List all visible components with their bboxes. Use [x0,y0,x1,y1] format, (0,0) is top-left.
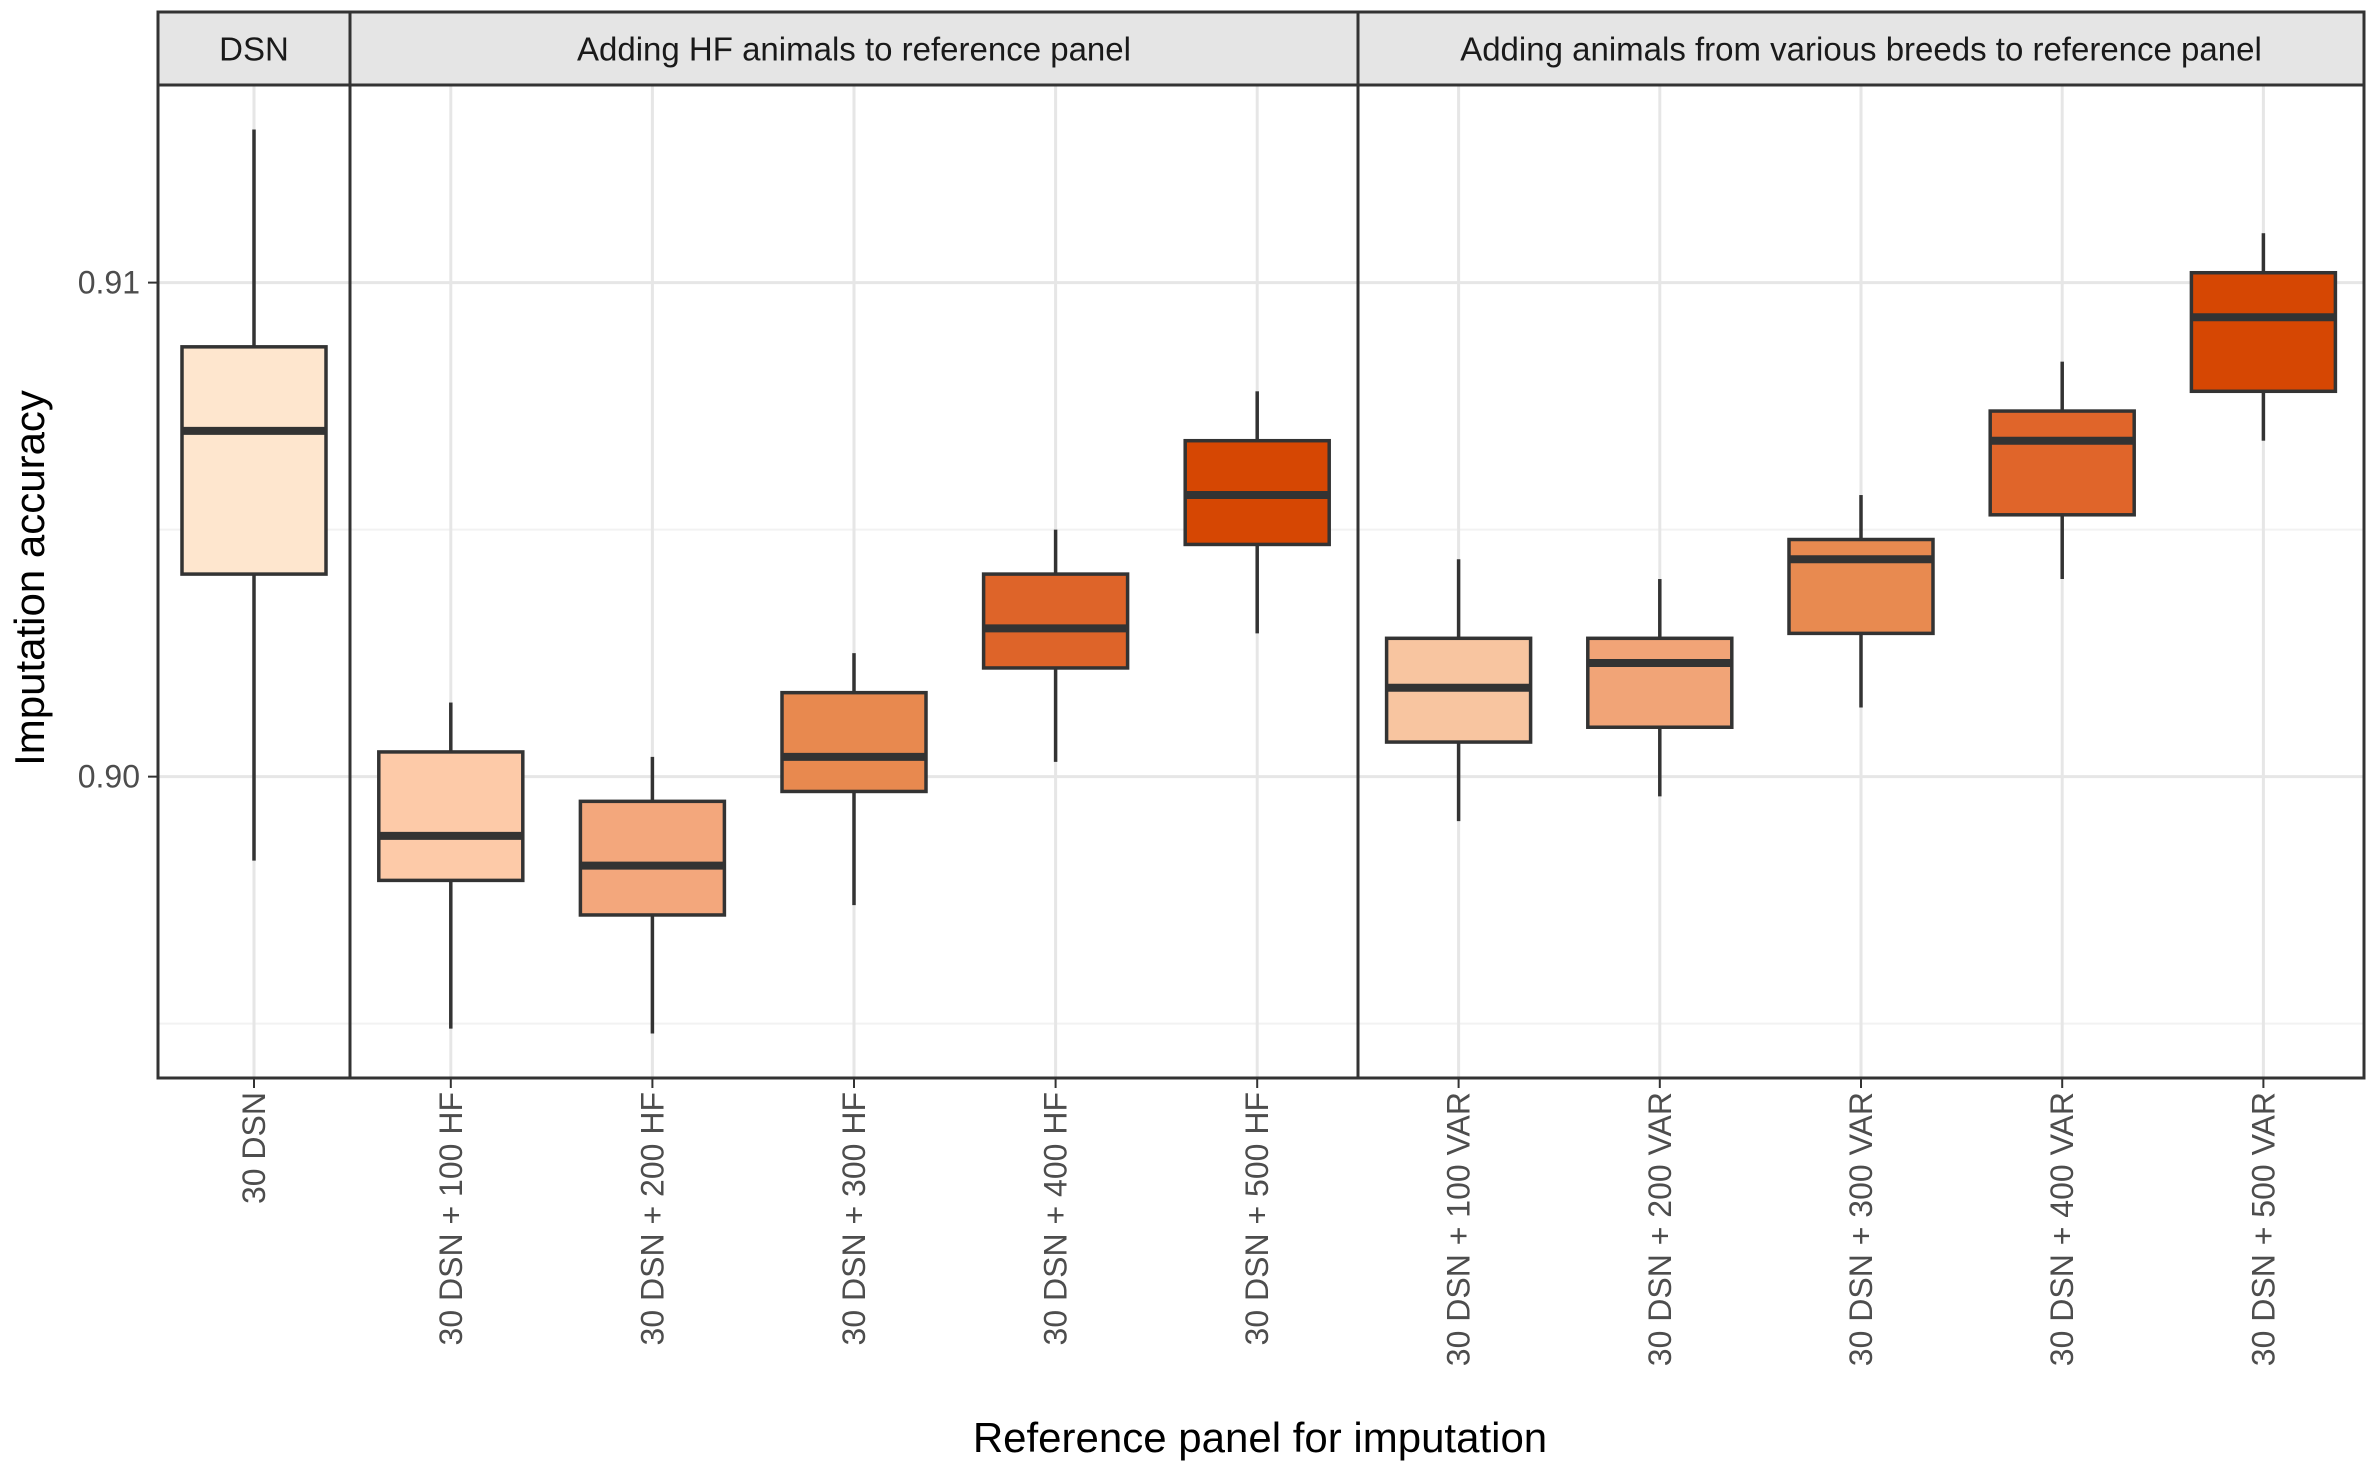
box-iqr [377,750,525,883]
box-iqr [1787,537,1935,636]
box-iqr [981,572,1130,670]
facet-title: Adding HF animals to reference panel [577,31,1131,68]
x-tick-label: 30 DSN + 500 VAR [2245,1092,2281,1366]
x-tick-label: 30 DSN + 100 HF [433,1092,469,1345]
facet-strips: DSN Adding HF animals to reference panel A… [156,10,2366,87]
box-iqr [1988,409,2136,517]
x-tick-label: 30 DSN + 300 VAR [1843,1092,1879,1366]
axes: Imputation accuracy Reference panel for … [6,265,2281,1461]
box-iqr [780,690,928,794]
facet-title: DSN [219,31,289,68]
x-tick-label: 30 DSN + 400 HF [1038,1092,1074,1345]
box-iqr [180,345,328,576]
x-tick-label: 30 DSN + 100 VAR [1441,1092,1477,1366]
x-tick-label: 30 DSN + 200 HF [634,1092,670,1345]
gridlines [158,85,2364,1078]
x-tick-label: 30 DSN + 400 VAR [2044,1092,2080,1366]
x-tick-label: 30 DSN + 500 HF [1239,1092,1275,1345]
x-tick-label: 30 DSN + 300 HF [836,1092,872,1345]
panel-frames [156,83,2366,1080]
x-tick-label: 30 DSN + 200 VAR [1642,1092,1678,1366]
x-tick-label: 30 DSN [236,1092,272,1204]
box-iqr [1586,636,1734,729]
y-axis-title: Imputation accuracy [6,390,53,766]
box-iqr [2189,270,2338,394]
boxes [180,129,2338,1034]
y-tick-label: 0.90 [78,759,140,795]
y-tick-label: 0.91 [78,265,140,301]
facet-strip-background [1356,10,2366,87]
box-iqr [578,799,727,917]
facet-strip-background [348,10,1360,87]
x-axis-title: Reference panel for imputation [973,1414,1547,1461]
facet-title: Adding animals from various breeds to re… [1460,31,2262,68]
